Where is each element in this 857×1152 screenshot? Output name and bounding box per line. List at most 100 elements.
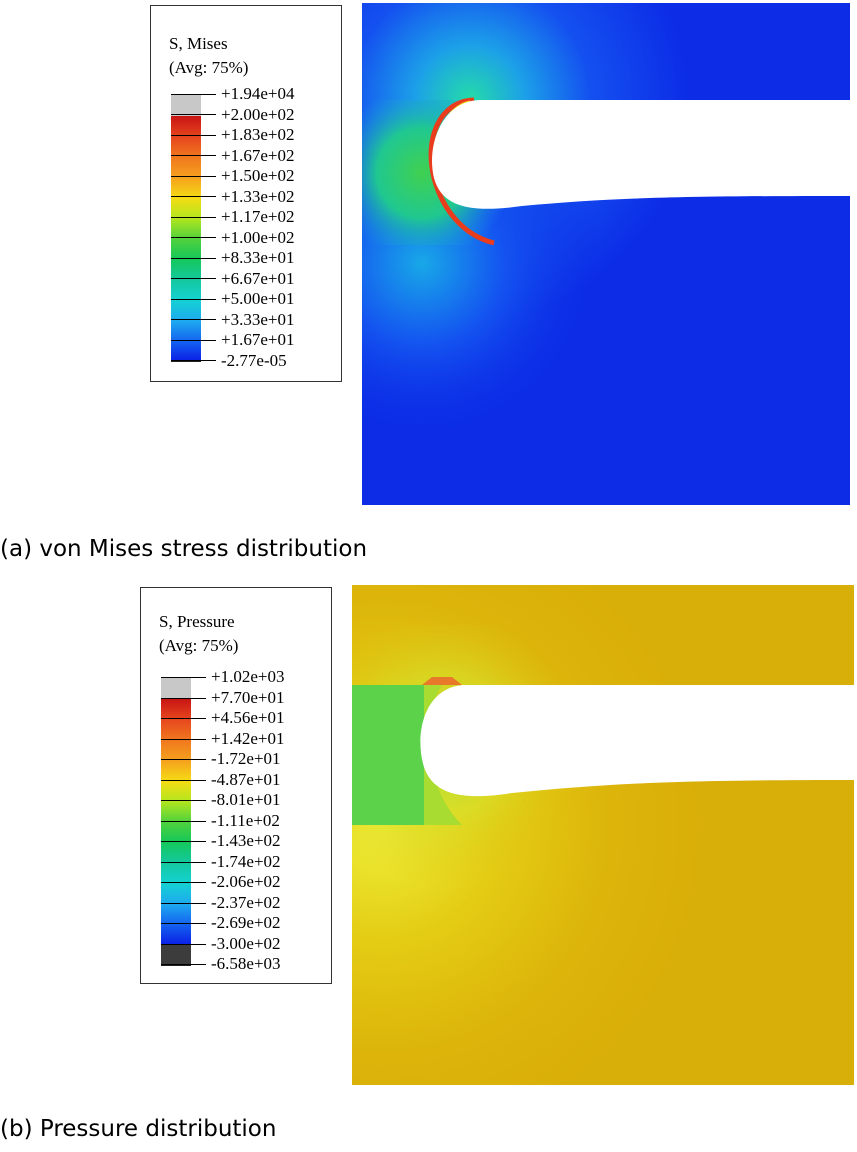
legend-tick [171,237,216,239]
legend-label: +1.33e+02 [221,187,295,206]
legend-label: +3.33e+01 [221,310,295,329]
color-seg [171,321,201,341]
color-seg [161,842,191,863]
legend-tick [171,298,216,300]
color-seg [161,740,191,760]
legend-label: -8.01e+01 [211,790,281,809]
legend-tick [161,820,206,822]
legend-tick [161,677,206,678]
legend-label: +2.00e+02 [221,105,295,124]
legend-label: -2.06e+02 [211,872,281,891]
legend-label: +1.50e+02 [221,166,295,185]
color-seg [161,945,191,965]
caption-a: (a) von Mises stress distribution [0,536,368,562]
color-seg [161,924,191,945]
pressure-contour-plot [352,585,854,1085]
legend-label: -2.37e+02 [211,893,281,912]
legend-subtitle: (Avg: 75%) [169,58,249,77]
legend-tick [161,943,206,945]
legend-tick [171,175,216,177]
color-seg [171,177,201,198]
legend-subtitle: (Avg: 75%) [159,636,239,655]
legend-tick [161,697,206,699]
legend-label: +1.17e+02 [221,207,295,226]
legend-label: -2.69e+02 [211,913,281,932]
legend-tick [171,319,216,321]
legend-label: +1.67e+01 [221,330,295,349]
legend-label: +4.56e+01 [211,708,285,727]
legend-tick [161,800,206,801]
legend-label: +1.02e+03 [211,667,285,686]
legend-label: -2.77e-05 [221,351,287,370]
legend-label: -1.72e+01 [211,749,281,768]
notch-cutout [431,100,850,209]
legend-tick [161,882,206,883]
legend-tick [161,759,206,760]
legend-label: +1.83e+02 [221,125,295,144]
legend-label: -1.74e+02 [211,852,281,871]
color-bar [171,94,201,362]
color-seg [171,259,201,280]
mises-legend: S, Mises (Avg: 75%) +1.94e+04 +2.00e+02 … [150,5,342,382]
color-seg [171,95,201,116]
legend-label: +1.42e+01 [211,729,285,748]
legend-tick [161,861,206,863]
legend-title: S, Mises [169,34,228,53]
color-seg [171,116,201,137]
color-seg [161,760,191,781]
legend-tick [171,257,216,259]
notch-cutout [420,685,854,797]
color-seg [171,137,201,157]
legend-label: +8.33e+01 [221,248,295,267]
legend-label: +1.94e+04 [221,84,295,103]
legend-label: -4.87e+01 [211,770,281,789]
color-seg [161,699,191,719]
legend-label: +1.00e+02 [221,228,295,247]
color-seg [161,781,191,801]
legend-tick [161,738,206,740]
stress-concentration-ring [428,97,495,246]
color-seg [171,280,201,300]
legend-label: +5.00e+01 [221,289,295,308]
legend-title: S, Pressure [159,612,235,631]
legend-label: +6.67e+01 [221,269,295,288]
color-seg [161,801,191,822]
legend-tick [161,718,206,719]
legend-label: -1.11e+02 [211,811,280,830]
legend-label: +7.70e+01 [211,688,285,707]
color-seg [171,239,201,259]
legend-tick [171,278,216,280]
legend-label: -3.00e+02 [211,934,281,953]
legend-tick [171,196,216,198]
color-seg [171,218,201,239]
color-seg [161,904,191,924]
legend-label: -6.58e+03 [211,954,281,973]
legend-tick [171,134,216,136]
color-seg [171,198,201,218]
color-seg [161,822,191,842]
legend-tick [161,923,206,924]
legend-label: +1.67e+02 [221,146,295,165]
legend-tick [171,155,216,157]
color-seg [171,341,201,361]
legend-tick [161,964,206,965]
color-seg [161,863,191,883]
legend-tick [171,94,216,95]
color-seg [161,883,191,904]
mises-contour-plot [362,3,850,505]
pressure-legend: S, Pressure (Avg: 75%) +1.02e+03 +7.70e+… [140,587,332,984]
compression-band [352,685,424,825]
color-bar [161,677,191,966]
caption-b: (b) Pressure distribution [0,1116,277,1142]
legend-label: -1.43e+02 [211,831,281,850]
color-seg [171,157,201,177]
legend-tick [171,216,216,218]
legend-tick [171,114,216,116]
legend-tick [161,779,206,781]
legend-tick [171,359,216,361]
hotspot-top [422,677,462,685]
legend-tick [171,339,216,341]
color-seg [171,300,201,321]
color-seg [161,719,191,740]
legend-tick [161,902,206,904]
